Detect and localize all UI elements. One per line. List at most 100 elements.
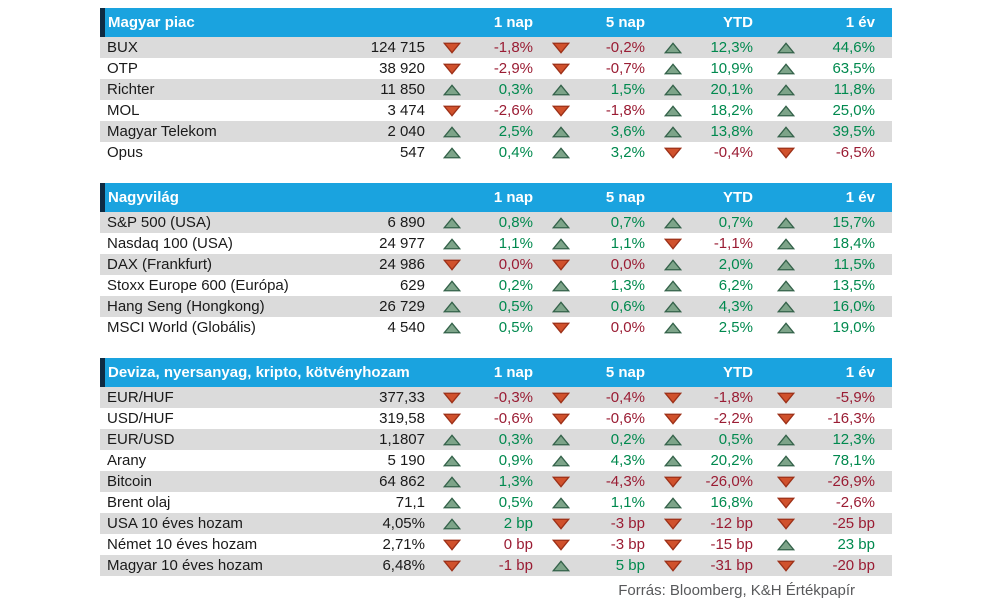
change-value: 12,3% — [710, 39, 753, 56]
instrument-name: Opus — [107, 144, 143, 161]
table-row: Brent olaj 71,1 0,5% 1,1% 16,8% -2,6% — [100, 492, 892, 513]
arrow-down-icon — [425, 387, 479, 408]
change-value: 18,4% — [832, 235, 875, 252]
instrument-name: S&P 500 (USA) — [107, 214, 211, 231]
column-header: 1 nap — [493, 14, 533, 31]
instrument-value: 2,71% — [382, 536, 425, 553]
tables: Magyar piac 1 nap 5 nap YTD 1 év BUX 124 715 -1… — [100, 8, 892, 576]
arrow-up-icon — [425, 142, 479, 163]
arrow-down-icon — [753, 492, 819, 513]
arrow-up-icon — [645, 121, 701, 142]
change-value: -25 bp — [832, 515, 875, 532]
change-value: 0,0% — [610, 256, 645, 273]
change-value: 0,3% — [498, 81, 533, 98]
instrument-name: Richter — [107, 81, 155, 98]
change-value: 13,8% — [710, 123, 753, 140]
instrument-name: Arany — [107, 452, 147, 469]
instrument-value: 6,48% — [382, 557, 425, 574]
change-value: -1,8% — [605, 102, 645, 119]
change-value: 3,2% — [610, 144, 645, 161]
column-header: 1 év — [845, 364, 875, 381]
arrow-up-icon — [753, 79, 819, 100]
arrow-up-icon — [753, 254, 819, 275]
column-header: 5 nap — [605, 14, 645, 31]
table-row: USD/HUF 319,58 -0,6% -0,6% -2,2% -16,3% — [100, 408, 892, 429]
change-value: -2,2% — [713, 410, 753, 427]
arrow-up-icon — [425, 429, 479, 450]
instrument-value: 319,58 — [379, 410, 425, 427]
instrument-value: 6 890 — [387, 214, 425, 231]
instrument-value: 64 862 — [379, 473, 425, 490]
arrow-up-icon — [533, 555, 589, 576]
change-value: 0,0% — [498, 256, 533, 273]
arrow-down-icon — [425, 58, 479, 79]
change-value: 6,2% — [718, 277, 753, 294]
arrow-up-icon — [425, 317, 479, 338]
arrow-down-icon — [645, 387, 701, 408]
arrow-down-icon — [425, 100, 479, 121]
arrow-up-icon — [753, 58, 819, 79]
change-value: 3,6% — [610, 123, 645, 140]
change-value: 16,8% — [710, 494, 753, 511]
change-value: 2,0% — [718, 256, 753, 273]
arrow-up-icon — [753, 296, 819, 317]
arrow-up-icon — [533, 233, 589, 254]
table-title: Magyar piac — [108, 14, 195, 31]
arrow-down-icon — [645, 513, 701, 534]
change-value: -1,1% — [713, 235, 753, 252]
change-value: -0,3% — [493, 389, 533, 406]
arrow-up-icon — [425, 79, 479, 100]
instrument-value: 547 — [399, 144, 425, 161]
change-value: 1,5% — [610, 81, 645, 98]
arrow-up-icon — [645, 37, 701, 58]
change-value: -5,9% — [835, 389, 875, 406]
table-row: EUR/USD 1,1807 0,3% 0,2% 0,5% 12,3% — [100, 429, 892, 450]
instrument-name: Stoxx Europe 600 (Európa) — [107, 277, 289, 294]
arrow-up-icon — [533, 212, 589, 233]
change-value: 11,8% — [833, 81, 875, 98]
table-row: Magyar Telekom 2 040 2,5% 3,6% 13,8% 39,5% — [100, 121, 892, 142]
arrow-up-icon — [753, 429, 819, 450]
change-value: 25,0% — [832, 102, 875, 119]
arrow-up-icon — [645, 317, 701, 338]
change-value: 0,6% — [610, 298, 645, 315]
change-value: 5 bp — [615, 557, 645, 574]
instrument-value: 3 474 — [387, 102, 425, 119]
arrow-down-icon — [645, 233, 701, 254]
change-value: 0,5% — [498, 298, 533, 315]
arrow-up-icon — [425, 121, 479, 142]
change-value: -16,3% — [827, 410, 875, 427]
arrow-up-icon — [533, 79, 589, 100]
column-header: 1 év — [845, 14, 875, 31]
table-row: BUX 124 715 -1,8% -0,2% 12,3% 44,6% — [100, 37, 892, 58]
arrow-up-icon — [533, 121, 589, 142]
change-value: 23 bp — [837, 536, 875, 553]
arrow-up-icon — [753, 450, 819, 471]
table-row: Bitcoin 64 862 1,3% -4,3% -26,0% -26,9% — [100, 471, 892, 492]
arrow-down-icon — [533, 37, 589, 58]
change-value: 44,6% — [832, 39, 875, 56]
arrow-up-icon — [645, 450, 701, 471]
instrument-value: 26 729 — [379, 298, 425, 315]
arrow-up-icon — [425, 513, 479, 534]
change-value: 1,1% — [610, 494, 645, 511]
arrow-down-icon — [645, 555, 701, 576]
instrument-name: Bitcoin — [107, 473, 153, 490]
arrow-down-icon — [425, 254, 479, 275]
change-value: 16,0% — [832, 298, 875, 315]
change-value: 0,0% — [610, 319, 645, 336]
change-value: -2,6% — [493, 102, 533, 119]
change-value: 0,2% — [498, 277, 533, 294]
change-value: 4,3% — [610, 452, 645, 469]
arrow-down-icon — [533, 100, 589, 121]
change-value: -1,8% — [713, 389, 753, 406]
arrow-up-icon — [425, 275, 479, 296]
change-value: 20,2% — [710, 452, 753, 469]
table-row: Német 10 éves hozam 2,71% 0 bp -3 bp -15 bp 2… — [100, 534, 892, 555]
column-header: YTD — [723, 14, 753, 31]
arrow-up-icon — [425, 233, 479, 254]
arrow-down-icon — [753, 555, 819, 576]
market-report: Magyar piac 1 nap 5 nap YTD 1 év BUX 124 715 -1… — [100, 8, 892, 599]
arrow-up-icon — [645, 58, 701, 79]
change-value: -0,6% — [493, 410, 533, 427]
